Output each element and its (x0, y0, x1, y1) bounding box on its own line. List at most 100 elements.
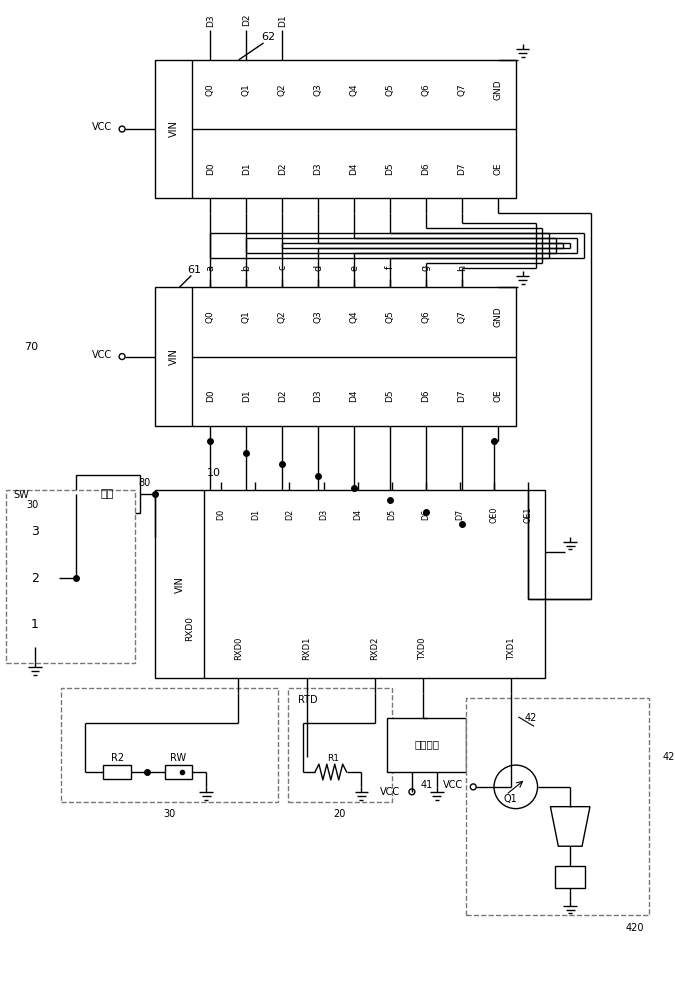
Text: D5: D5 (385, 390, 394, 402)
Bar (76, 475, 140, 513)
Text: D6: D6 (421, 390, 431, 402)
Text: Q0: Q0 (206, 311, 215, 323)
Text: VCC: VCC (443, 780, 463, 790)
Bar (6, 490, 135, 663)
Text: D2: D2 (277, 162, 287, 175)
Text: 20: 20 (333, 809, 346, 819)
Bar (11, 510, 59, 554)
Text: b: b (241, 264, 251, 271)
Text: D3: D3 (319, 509, 328, 520)
Text: D1: D1 (251, 509, 260, 520)
Text: 80: 80 (138, 478, 151, 488)
Text: D1: D1 (242, 390, 250, 402)
Text: TXD1: TXD1 (507, 637, 516, 660)
Text: h: h (457, 264, 467, 271)
Text: 10: 10 (207, 468, 221, 478)
Text: d: d (313, 264, 323, 271)
Text: D6: D6 (421, 509, 431, 520)
Text: D4: D4 (350, 162, 358, 175)
Text: 70: 70 (24, 342, 38, 352)
Text: 42: 42 (525, 713, 537, 723)
Text: 61: 61 (187, 265, 201, 275)
Text: D5: D5 (385, 162, 394, 175)
Text: OE0: OE0 (490, 507, 499, 523)
Text: D7: D7 (458, 162, 466, 175)
Text: g: g (421, 264, 431, 271)
Text: Q5: Q5 (385, 83, 394, 96)
Text: 41: 41 (421, 780, 433, 790)
Bar (288, 688, 392, 802)
Text: VIN: VIN (169, 348, 178, 365)
Text: 3: 3 (31, 525, 39, 538)
Text: D0: D0 (206, 162, 215, 175)
Bar (155, 287, 516, 426)
Text: D2: D2 (285, 509, 294, 520)
Bar (387, 718, 466, 772)
Text: 通信单元: 通信单元 (414, 739, 439, 749)
Text: RXD1: RXD1 (302, 637, 311, 660)
Text: D5: D5 (387, 509, 396, 520)
Text: 42: 42 (663, 752, 675, 762)
Text: Q7: Q7 (458, 311, 466, 323)
Text: Q7: Q7 (458, 83, 466, 96)
Bar (466, 698, 649, 915)
Text: Q2: Q2 (277, 311, 287, 323)
Text: f: f (385, 266, 395, 269)
Text: VIN: VIN (169, 121, 178, 137)
Text: RTD: RTD (298, 695, 318, 705)
Text: Q1: Q1 (242, 311, 250, 323)
Text: SW: SW (14, 490, 29, 500)
Text: 62: 62 (261, 32, 275, 42)
Text: OE1: OE1 (524, 507, 533, 523)
Text: Q4: Q4 (350, 311, 358, 323)
Text: R1: R1 (327, 754, 339, 763)
Bar (11, 556, 59, 601)
Text: VCC: VCC (92, 122, 112, 132)
Text: Q3: Q3 (314, 311, 323, 323)
Text: Q0: Q0 (206, 83, 215, 96)
Text: D3: D3 (206, 14, 215, 27)
Bar (155, 60, 516, 198)
Bar (165, 765, 192, 779)
Text: D3: D3 (314, 390, 323, 402)
Text: GND: GND (493, 307, 502, 327)
Text: RXD2: RXD2 (371, 637, 379, 660)
Text: D0: D0 (206, 390, 215, 402)
Text: OE: OE (493, 390, 502, 402)
Text: D1: D1 (277, 14, 287, 27)
Text: 电池: 电池 (101, 489, 114, 499)
Text: a: a (205, 265, 215, 271)
Text: TXD0: TXD0 (418, 637, 427, 660)
Text: OE: OE (493, 162, 502, 175)
Text: Q1: Q1 (504, 794, 518, 804)
Text: e: e (349, 265, 359, 271)
Text: D1: D1 (242, 162, 250, 175)
Text: D4: D4 (350, 390, 358, 402)
Text: D6: D6 (421, 162, 431, 175)
Bar (556, 866, 585, 888)
Text: Q6: Q6 (421, 83, 431, 96)
Text: D0: D0 (217, 509, 225, 520)
Text: RW: RW (170, 753, 186, 763)
Text: VIN: VIN (174, 576, 184, 593)
Text: R2: R2 (111, 753, 124, 763)
Text: D7: D7 (456, 509, 464, 520)
Text: VCC: VCC (92, 350, 112, 360)
Text: Q5: Q5 (385, 311, 394, 323)
Text: Q3: Q3 (314, 83, 323, 96)
Bar (11, 603, 59, 647)
Text: 30: 30 (163, 809, 176, 819)
Text: D2: D2 (242, 14, 250, 26)
Text: VCC: VCC (380, 787, 400, 797)
Text: D4: D4 (353, 509, 362, 520)
Bar (155, 490, 545, 678)
Text: 2: 2 (31, 572, 39, 585)
Text: 30: 30 (26, 500, 38, 510)
Text: Q6: Q6 (421, 311, 431, 323)
Text: GND: GND (493, 79, 502, 100)
Text: D3: D3 (314, 162, 323, 175)
Text: Q2: Q2 (277, 83, 287, 96)
Text: Q4: Q4 (350, 83, 358, 96)
Text: 1: 1 (31, 618, 39, 631)
Bar (103, 765, 131, 779)
